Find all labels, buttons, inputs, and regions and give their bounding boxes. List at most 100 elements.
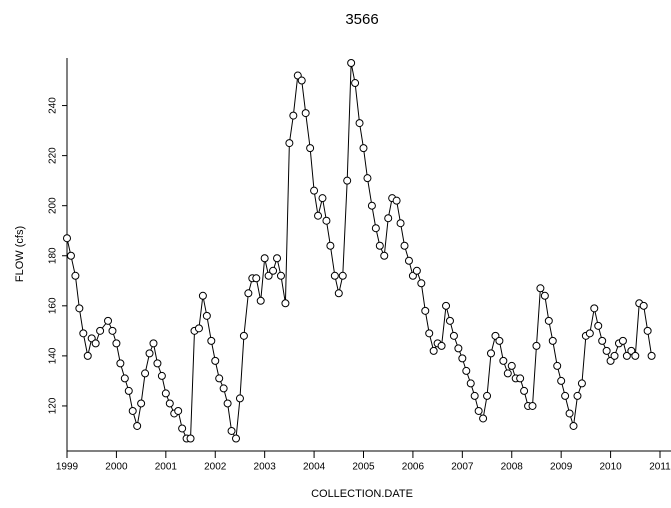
data-point bbox=[289, 111, 298, 120]
data-point bbox=[544, 316, 553, 325]
y-tick-label: 220 bbox=[48, 147, 59, 164]
data-point bbox=[306, 144, 315, 153]
data-point bbox=[91, 339, 100, 348]
data-point bbox=[442, 301, 451, 310]
x-tick-label: 2005 bbox=[352, 462, 375, 473]
x-tick-label: 2006 bbox=[402, 462, 425, 473]
data-point bbox=[375, 241, 384, 250]
data-point bbox=[425, 329, 434, 338]
data-point bbox=[269, 266, 278, 275]
y-tick-label: 120 bbox=[48, 397, 59, 414]
data-point bbox=[120, 374, 129, 383]
data-point bbox=[330, 271, 339, 280]
data-point bbox=[211, 356, 220, 365]
chart-title: 3566 bbox=[345, 11, 378, 28]
data-point bbox=[569, 421, 578, 430]
data-point bbox=[590, 304, 599, 313]
data-point bbox=[631, 351, 640, 360]
data-point bbox=[639, 301, 648, 310]
data-point bbox=[71, 271, 80, 280]
series-line bbox=[66, 62, 653, 441]
data-point bbox=[565, 409, 574, 418]
data-point bbox=[479, 414, 488, 423]
data-point bbox=[396, 219, 405, 228]
data-point bbox=[83, 351, 92, 360]
data-point bbox=[75, 304, 84, 313]
y-tick-label: 140 bbox=[48, 347, 59, 364]
data-point bbox=[458, 354, 467, 363]
data-point bbox=[285, 139, 294, 148]
data-point bbox=[235, 394, 244, 403]
data-point bbox=[528, 401, 537, 410]
data-point bbox=[400, 241, 409, 250]
data-point bbox=[412, 266, 421, 275]
data-point bbox=[281, 299, 290, 308]
data-point bbox=[264, 271, 273, 280]
data-point bbox=[417, 279, 426, 288]
data-point bbox=[145, 349, 154, 358]
data-point bbox=[194, 324, 203, 333]
data-point bbox=[643, 326, 652, 335]
data-point bbox=[483, 391, 492, 400]
data-point bbox=[174, 406, 183, 415]
data-point bbox=[128, 406, 137, 415]
data-point bbox=[577, 379, 586, 388]
data-point bbox=[553, 361, 562, 370]
data-point bbox=[310, 186, 319, 195]
data-point bbox=[202, 311, 211, 320]
data-point bbox=[532, 341, 541, 350]
data-point bbox=[186, 434, 195, 443]
data-point bbox=[355, 119, 364, 128]
data-point bbox=[244, 289, 253, 298]
data-point bbox=[486, 349, 495, 358]
data-point bbox=[273, 254, 282, 263]
data-point bbox=[96, 326, 105, 335]
data-point bbox=[63, 234, 71, 243]
data-point bbox=[314, 211, 323, 220]
x-tick-label: 2009 bbox=[550, 462, 573, 473]
data-point bbox=[536, 284, 545, 293]
data-point bbox=[232, 434, 241, 443]
data-point bbox=[573, 391, 582, 400]
data-point bbox=[198, 291, 207, 300]
x-tick-label: 2010 bbox=[599, 462, 622, 473]
data-point bbox=[499, 356, 508, 365]
data-point bbox=[380, 251, 389, 260]
data-point bbox=[516, 374, 525, 383]
data-point bbox=[112, 339, 121, 348]
data-point bbox=[503, 369, 512, 378]
x-tick-label: 2007 bbox=[451, 462, 474, 473]
data-point bbox=[108, 326, 117, 335]
data-point bbox=[219, 384, 228, 393]
data-point bbox=[371, 224, 380, 233]
data-point bbox=[561, 391, 570, 400]
data-point bbox=[79, 329, 88, 338]
x-tick-label: 2011 bbox=[649, 462, 671, 473]
data-point bbox=[227, 426, 236, 435]
data-point bbox=[334, 289, 343, 298]
data-point bbox=[338, 271, 347, 280]
x-axis-title: COLLECTION.DATE bbox=[311, 488, 413, 500]
data-point bbox=[647, 351, 656, 360]
y-tick-label: 160 bbox=[48, 297, 59, 314]
data-point bbox=[445, 316, 454, 325]
data-point bbox=[66, 251, 75, 260]
data-point bbox=[462, 366, 471, 375]
data-point bbox=[137, 399, 146, 408]
data-point bbox=[318, 194, 327, 203]
x-tick-label: 2001 bbox=[155, 462, 178, 473]
data-point bbox=[124, 386, 133, 395]
data-point bbox=[141, 369, 150, 378]
data-point bbox=[239, 331, 248, 340]
data-point bbox=[429, 346, 438, 355]
data-point bbox=[215, 374, 224, 383]
data-point bbox=[470, 391, 479, 400]
data-point bbox=[149, 339, 158, 348]
data-point bbox=[363, 174, 372, 183]
data-point bbox=[618, 336, 627, 345]
data-point bbox=[133, 421, 142, 430]
x-tick-label: 2002 bbox=[204, 462, 227, 473]
data-point bbox=[207, 336, 216, 345]
data-point bbox=[540, 291, 549, 300]
